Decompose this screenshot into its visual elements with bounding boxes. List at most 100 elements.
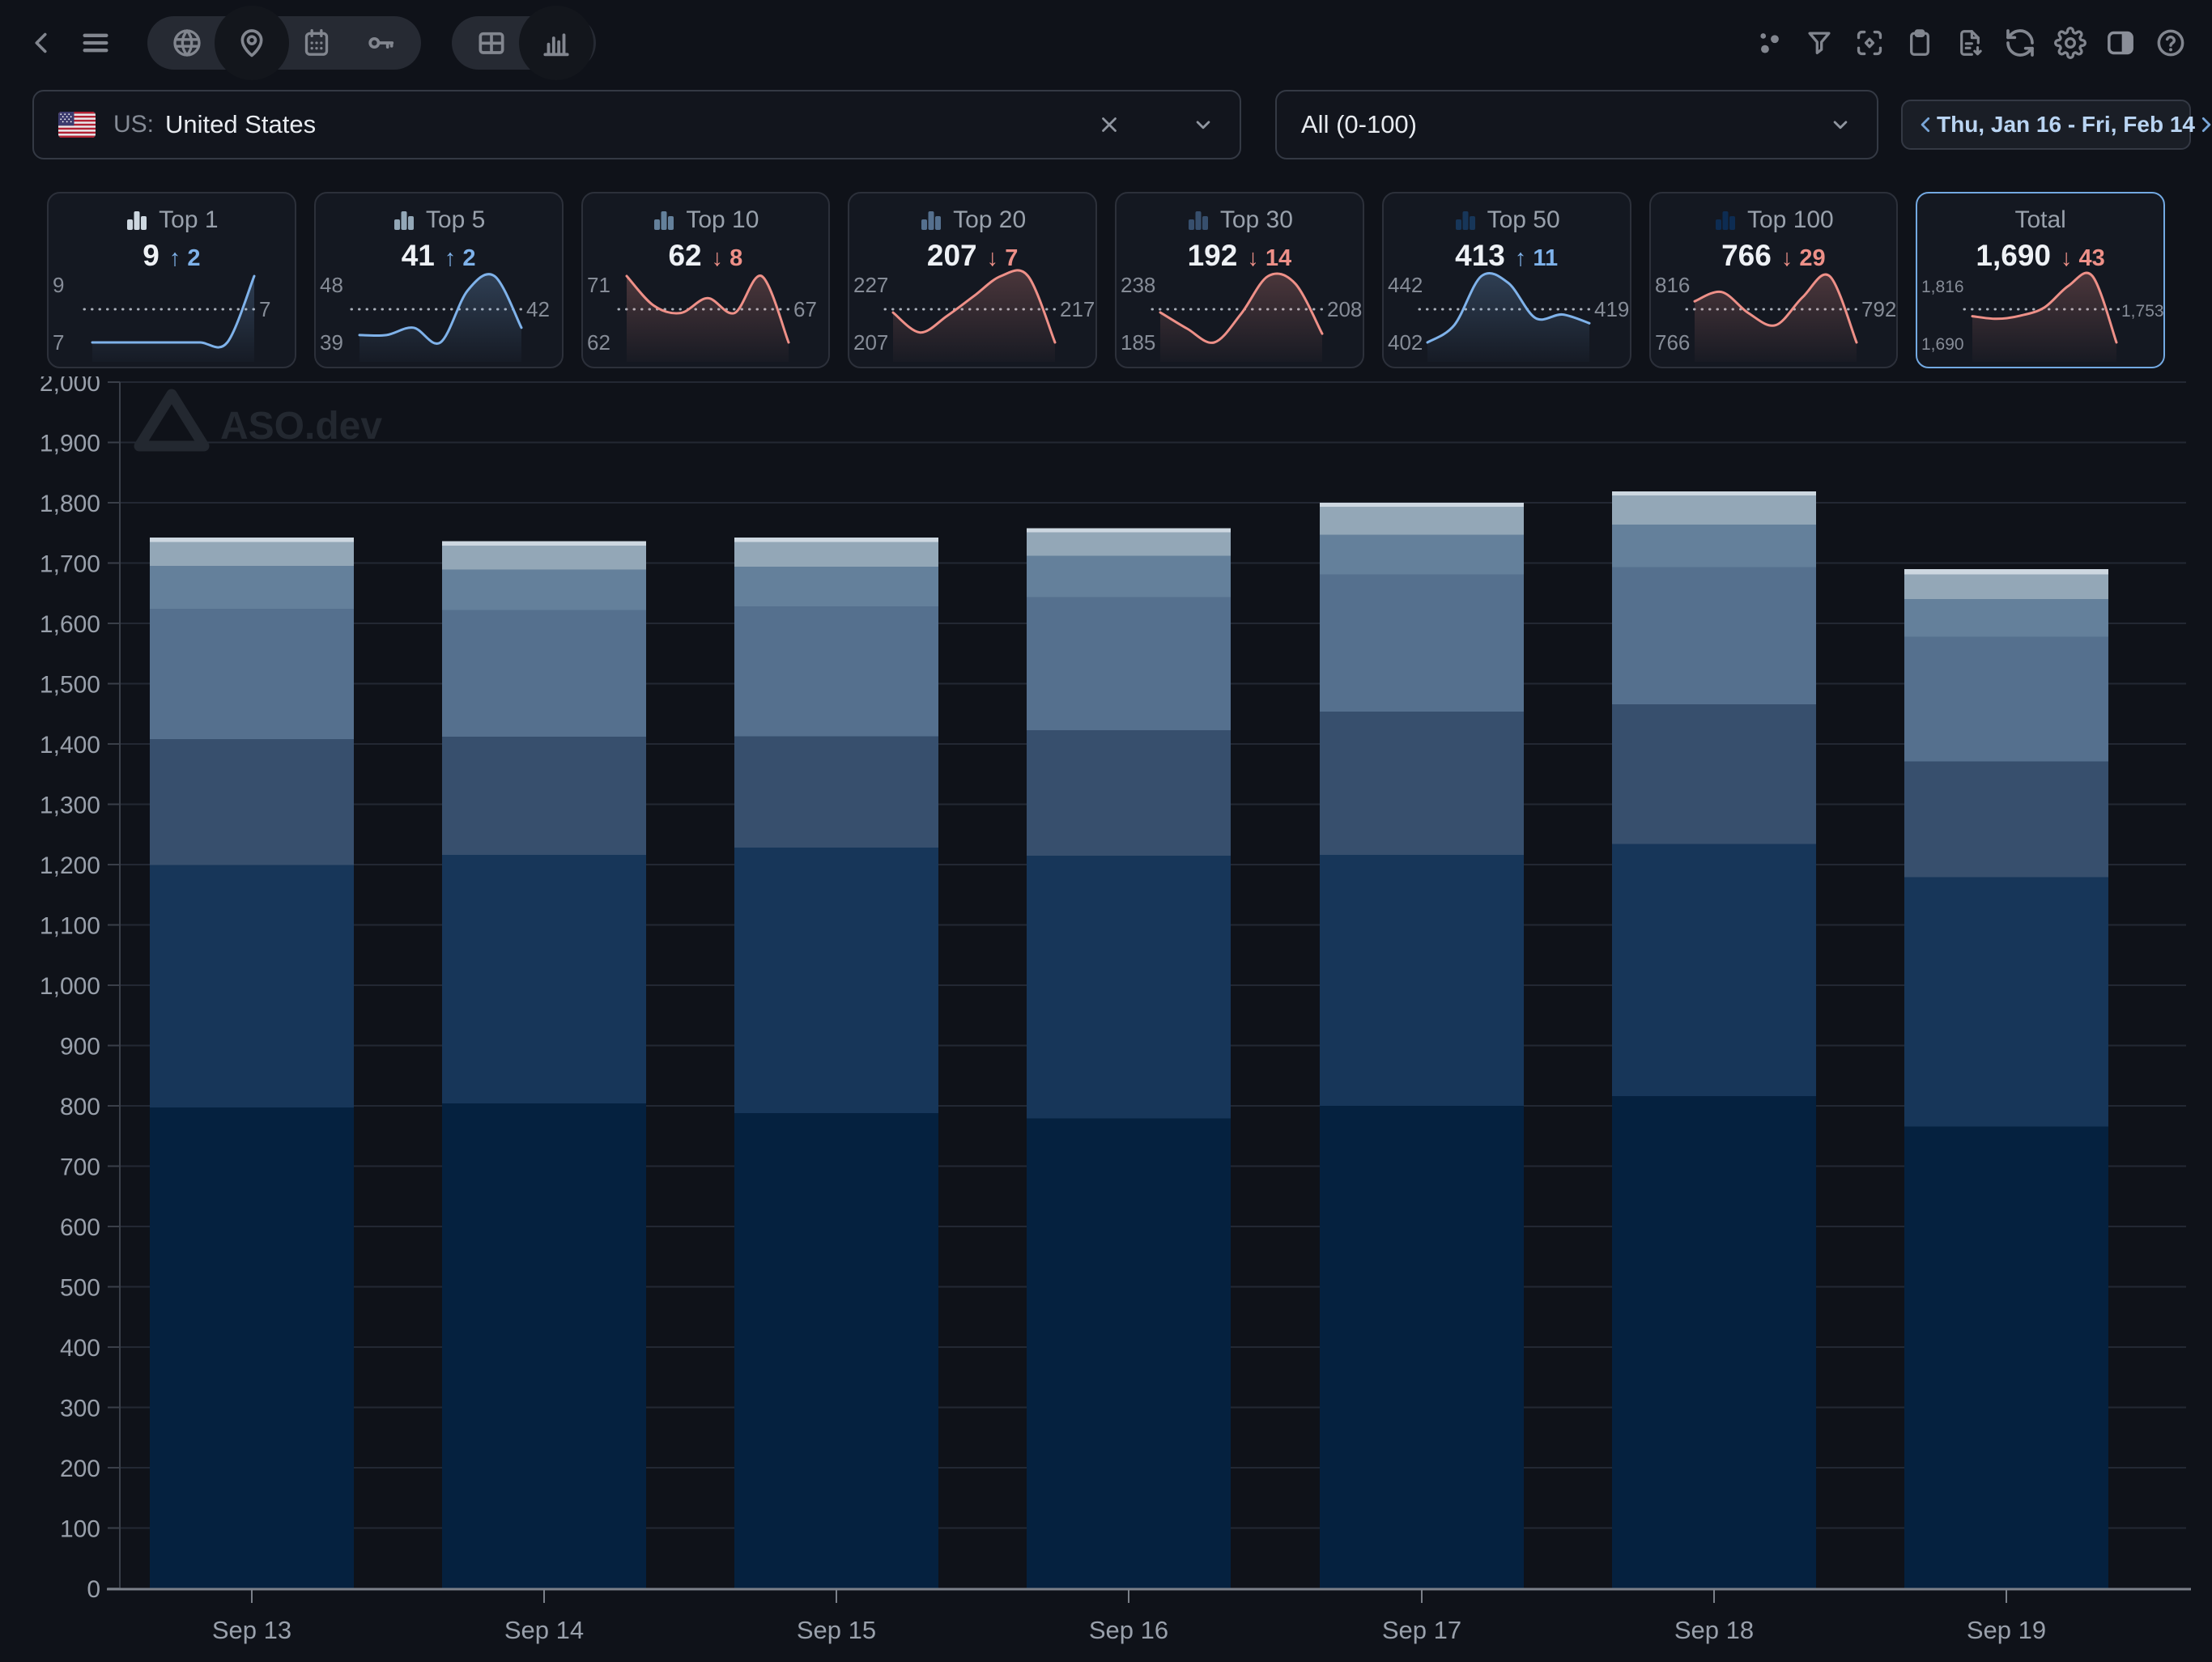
chevron-down-icon[interactable]	[1828, 113, 1853, 137]
filter-row: US: United States All (0-100) Thu, Jan 1…	[32, 90, 2211, 159]
menu-button[interactable]	[74, 22, 117, 64]
bar-segment-top-5[interactable]: Sep 17 · Top 5: 46	[1320, 507, 1524, 535]
back-button[interactable]	[21, 22, 63, 64]
share-nodes-button[interactable]	[1752, 24, 1786, 62]
bar-segment-top-1[interactable]: Sep 18 · Top 1: 7	[1612, 491, 1816, 495]
bar-segment-top-20[interactable]: Sep 15 · Top 20: 215	[734, 606, 938, 737]
stat-card-top-100[interactable]: Top 100 766 ↓ 29 816 766 792	[1648, 192, 1899, 368]
bar-segment-top-30[interactable]: Sep 14 · Top 30: 196	[442, 737, 646, 856]
sparkline: 71 62 67	[587, 273, 816, 362]
bar-segment-top-20[interactable]: Sep 18 · Top 20: 227	[1612, 567, 1816, 704]
export-file-button[interactable]	[1953, 24, 1987, 62]
card-delta: ↓ 8	[711, 245, 743, 271]
tab-locations[interactable]	[215, 5, 289, 80]
stat-card-top-5[interactable]: Top 5 41 ↑ 2 48 39 42	[313, 192, 564, 368]
bar-segment-top-5[interactable]: Sep 15 · Top 5: 41	[734, 542, 938, 567]
bar-segment-top-5[interactable]: Sep 14 · Top 5: 40	[442, 545, 646, 570]
bar-segment-top-1[interactable]: Sep 17 · Top 1: 7	[1320, 503, 1524, 508]
help-button[interactable]	[2154, 24, 2188, 62]
filter-button[interactable]	[1802, 24, 1836, 62]
sparkline: 816 766 792	[1655, 273, 1896, 362]
bar-segment-top-10[interactable]: Sep 18 · Top 10: 71	[1612, 524, 1816, 567]
refresh-button[interactable]	[2003, 24, 2037, 62]
panel-toggle-button[interactable]	[2104, 24, 2138, 62]
bar-segment-top-50[interactable]: Sep 19 · Top 50: 413	[1904, 877, 2108, 1127]
card-title: Total	[1917, 206, 2163, 234]
spark-avg-label: 42	[526, 297, 550, 321]
stat-card-top-50[interactable]: Top 50 413 ↑ 11 442 402 419	[1381, 192, 1631, 368]
tab-countries[interactable]	[157, 16, 217, 70]
bar-segment-top-10[interactable]: Sep 16 · Top 10: 68	[1027, 555, 1231, 597]
bar-segment-top-100[interactable]: Sep 19 · Top 100: 766	[1904, 1126, 2108, 1588]
y-axis-label: 1,700	[40, 551, 100, 578]
settings-button[interactable]	[2053, 24, 2087, 62]
chevron-left-icon[interactable]	[1916, 114, 1937, 135]
calendar-icon	[300, 27, 333, 59]
card-title: Top 10	[583, 206, 829, 234]
stat-card-total[interactable]: Total 1,690 ↓ 43 1,816 1,690 1,753	[1916, 192, 2165, 368]
stat-card-top-20[interactable]: Top 20 207 ↓ 7 227 207 217	[848, 192, 1097, 368]
bar-segment-top-10[interactable]: Sep 17 · Top 10: 66	[1320, 534, 1524, 575]
clear-country-button[interactable]	[1097, 113, 1121, 137]
bar-segment-top-30[interactable]: Sep 18 · Top 30: 232	[1612, 703, 1816, 844]
bar-segment-top-100[interactable]: Sep 18 · Top 100: 816	[1612, 1096, 1816, 1588]
tab-chart-view[interactable]	[519, 5, 593, 80]
clipboard-icon	[1904, 28, 1935, 58]
bar-segment-top-30[interactable]: Sep 19 · Top 30: 192	[1904, 761, 2108, 878]
bar-segment-top-10[interactable]: Sep 15 · Top 10: 66	[734, 567, 938, 607]
bar-segment-top-5[interactable]: Sep 19 · Top 5: 41	[1904, 574, 2108, 600]
bar-segment-top-100[interactable]: Sep 16 · Top 100: 779	[1027, 1118, 1231, 1588]
tab-keywords[interactable]	[351, 16, 411, 70]
bar-segment-top-20[interactable]: Sep 14 · Top 20: 210	[442, 610, 646, 737]
bar-segment-top-1[interactable]: Sep 19 · Top 1: 9	[1904, 569, 2108, 575]
chevron-right-icon[interactable]	[2195, 114, 2212, 135]
scan-focus-icon	[1854, 28, 1885, 58]
card-value: 9	[143, 239, 160, 272]
rank-range-select[interactable]: All (0-100)	[1275, 90, 1878, 159]
bar-segment-top-20[interactable]: Sep 17 · Top 20: 227	[1320, 574, 1524, 712]
chevron-down-icon[interactable]	[1191, 113, 1215, 137]
mini-bar-chart-icon	[125, 208, 149, 232]
bar-segment-top-50[interactable]: Sep 14 · Top 50: 412	[442, 855, 646, 1103]
bar-segment-top-50[interactable]: Sep 15 · Top 50: 440	[734, 848, 938, 1113]
bar-segment-top-100[interactable]: Sep 15 · Top 100: 788	[734, 1112, 938, 1588]
y-axis-label: 2,000	[40, 376, 100, 397]
bar-segment-top-50[interactable]: Sep 18 · Top 50: 418	[1612, 844, 1816, 1097]
card-delta: ↑ 2	[168, 245, 201, 271]
bar-segment-top-1[interactable]: Sep 15 · Top 1: 7	[734, 538, 938, 542]
bar-segment-top-1[interactable]: Sep 13 · Top 1: 7	[150, 538, 354, 542]
bar-segment-top-50[interactable]: Sep 16 · Top 50: 436	[1027, 855, 1231, 1119]
bar-segment-top-100[interactable]: Sep 14 · Top 100: 804	[442, 1103, 646, 1588]
refresh-icon	[2004, 27, 2036, 59]
bar-segment-top-20[interactable]: Sep 19 · Top 20: 207	[1904, 636, 2108, 762]
clipboard-button[interactable]	[1903, 24, 1937, 62]
country-select[interactable]: US: United States	[32, 90, 1241, 159]
bar-segment-top-10[interactable]: Sep 14 · Top 10: 67	[442, 569, 646, 610]
bar-segment-top-10[interactable]: Sep 13 · Top 10: 71	[150, 566, 354, 610]
tab-table-view[interactable]	[462, 16, 521, 70]
stat-card-top-10[interactable]: Top 10 62 ↓ 8 71 62 67	[581, 192, 831, 368]
date-range-button[interactable]: Thu, Jan 16 - Fri, Feb 14	[1901, 100, 2211, 150]
bar-segment-top-20[interactable]: Sep 16 · Top 20: 221	[1027, 597, 1231, 730]
bar-segment-top-100[interactable]: Sep 17 · Top 100: 800	[1320, 1106, 1524, 1588]
bar-segment-top-30[interactable]: Sep 13 · Top 30: 209	[150, 739, 354, 865]
bar-segment-top-5[interactable]: Sep 13 · Top 5: 40	[150, 542, 354, 567]
bar-segment-top-20[interactable]: Sep 13 · Top 20: 216	[150, 609, 354, 739]
bar-segment-top-1[interactable]: Sep 16 · Top 1: 7	[1027, 528, 1231, 533]
card-label: Top 20	[953, 206, 1027, 233]
bar-segment-top-1[interactable]: Sep 14 · Top 1: 7	[442, 541, 646, 546]
stat-card-top-30[interactable]: Top 30 192 ↓ 14 238 185 208	[1115, 192, 1364, 368]
stat-card-top-1[interactable]: Top 1 9 ↑ 2 9 7 7	[47, 192, 296, 368]
bar-segment-top-50[interactable]: Sep 17 · Top 50: 416	[1320, 855, 1524, 1106]
bar-segment-top-50[interactable]: Sep 13 · Top 50: 402	[150, 865, 354, 1108]
bar-segment-top-30[interactable]: Sep 15 · Top 30: 185	[734, 736, 938, 848]
scan-focus-button[interactable]	[1853, 24, 1887, 62]
bar-segment-top-30[interactable]: Sep 17 · Top 30: 238	[1320, 711, 1524, 856]
bar-segment-top-5[interactable]: Sep 18 · Top 5: 48	[1612, 495, 1816, 525]
tab-calendar[interactable]	[287, 16, 347, 70]
bar-segment-top-10[interactable]: Sep 19 · Top 10: 62	[1904, 599, 2108, 637]
bar-segment-top-5[interactable]: Sep 16 · Top 5: 39	[1027, 532, 1231, 556]
bar-segment-top-30[interactable]: Sep 16 · Top 30: 208	[1027, 729, 1231, 856]
bar-segment-top-100[interactable]: Sep 13 · Top 100: 797	[150, 1107, 354, 1588]
x-axis-label: Sep 17	[1382, 1616, 1461, 1644]
